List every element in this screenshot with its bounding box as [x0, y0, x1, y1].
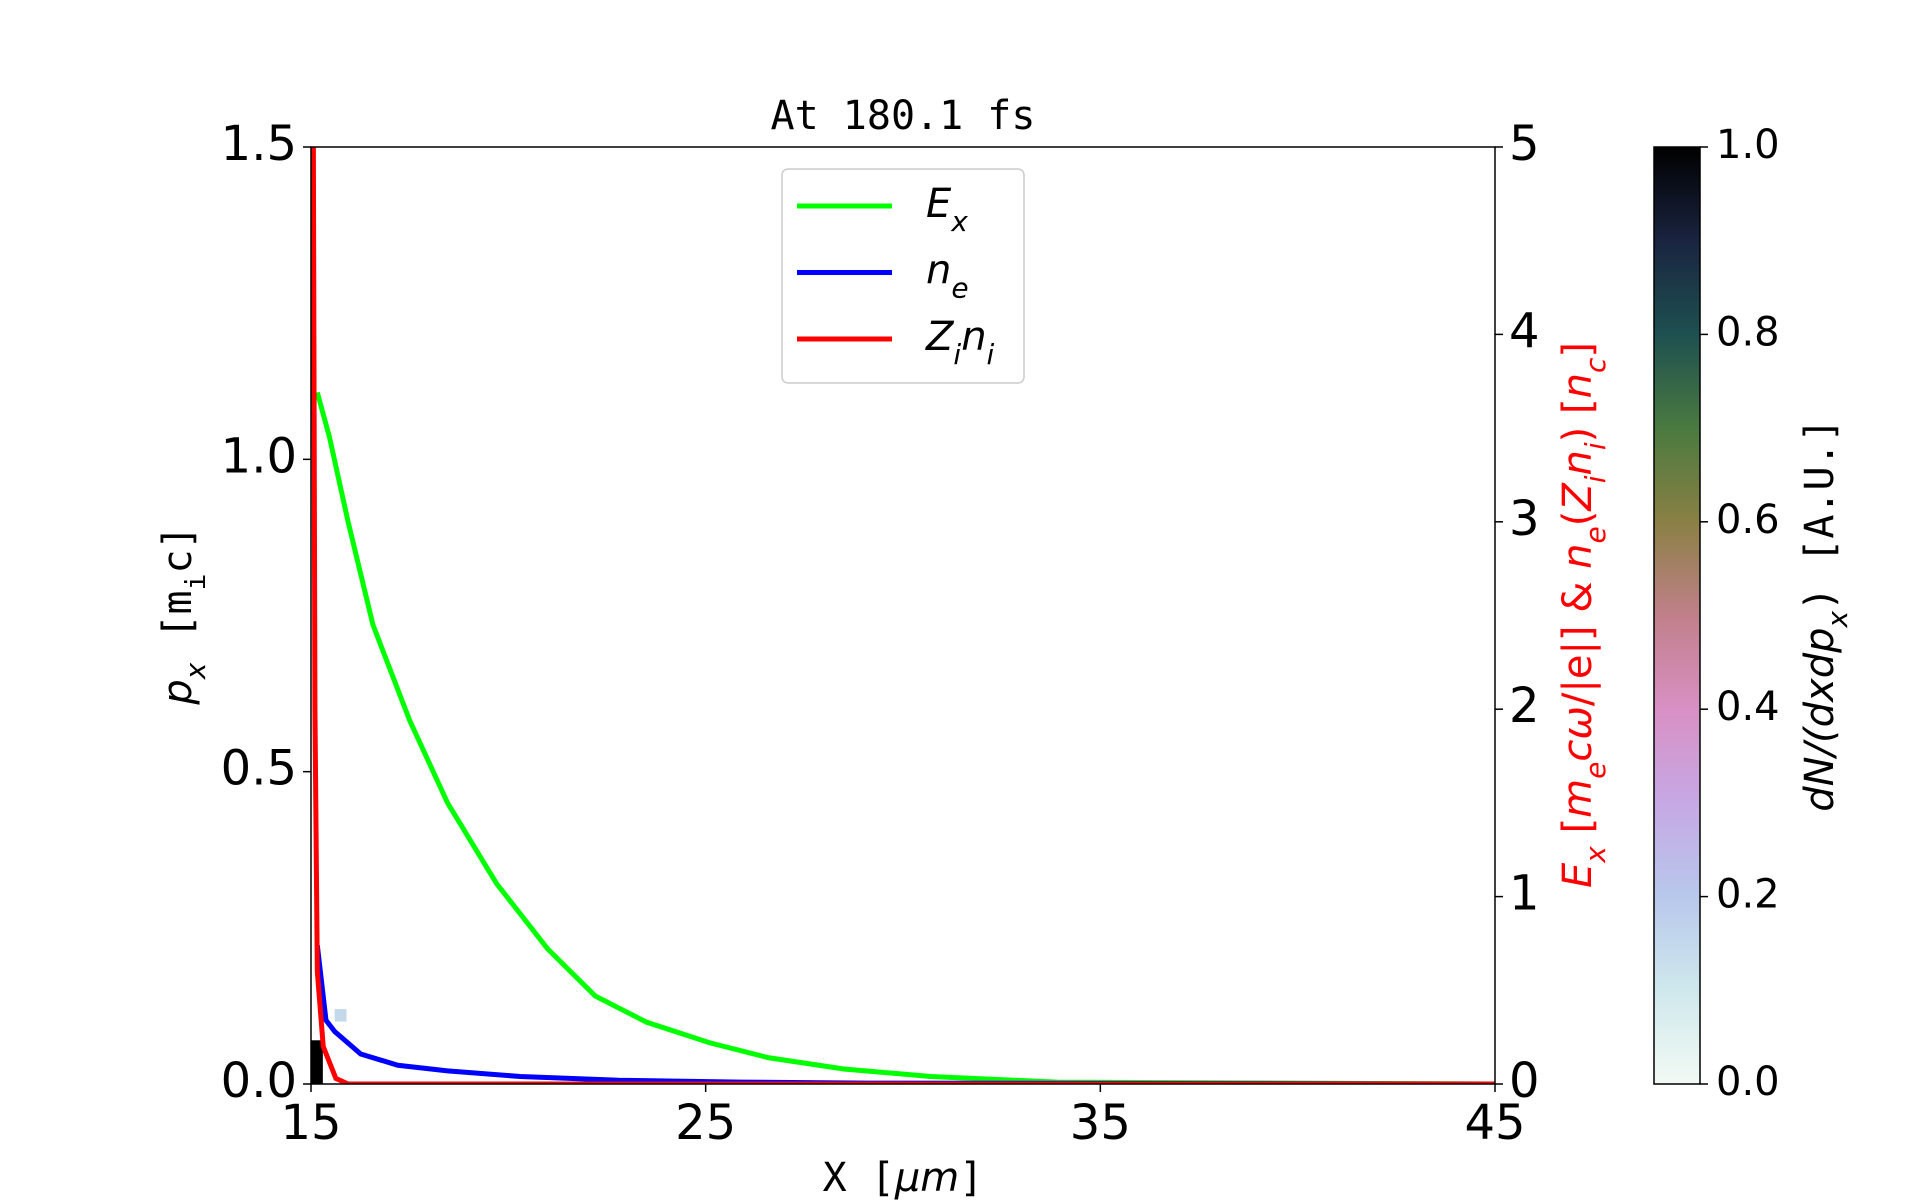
y2-axis-label-part: ]	[1555, 342, 1601, 358]
y2-axis-label-part: ) [	[1555, 398, 1601, 442]
y2-axis-label-part: n	[1555, 450, 1601, 475]
y2-axis-label-part: [	[1555, 818, 1601, 846]
y-tick-label: 1.5	[221, 116, 297, 172]
x-tick-label: 45	[1464, 1095, 1525, 1151]
y2-axis-label-part: n	[1555, 373, 1601, 398]
colorbar-tick-label: 0.2	[1716, 872, 1780, 918]
density-cell	[311, 1040, 323, 1084]
legend-box	[781, 168, 1025, 384]
data-line	[314, 391, 1495, 1084]
legend-label-part: e	[951, 271, 968, 304]
y2-axis-label-part: i	[1579, 475, 1612, 483]
colorbar-label-part: dN/(dxdp	[1797, 627, 1843, 811]
y2-axis-label-part: i	[1579, 442, 1612, 450]
legend-label-part: i	[953, 338, 961, 371]
x-axis-label: X [μm]	[823, 1155, 984, 1200]
y-axis-label-part: c]	[155, 525, 201, 573]
x-tick-label: 35	[1070, 1095, 1131, 1151]
legend-label-part: i	[987, 338, 995, 371]
density-cell	[334, 1009, 347, 1022]
legend-label-part: Z	[925, 314, 955, 360]
y-tick-label: 0.5	[221, 741, 297, 797]
colorbar-tick-label: 0.6	[1716, 497, 1780, 543]
legend-label: ne	[926, 248, 969, 305]
y-axis-label-part: x	[179, 662, 212, 680]
y-axis-label-part: p	[155, 679, 201, 705]
chart-title-part: At 180.1 fs	[771, 93, 1036, 139]
data-line	[311, 147, 1495, 1084]
legend-label-part: x	[950, 205, 968, 238]
colorbar	[1653, 146, 1701, 1085]
y2-axis-label-part: e	[1579, 762, 1612, 779]
colorbar-tick-label: 0.8	[1716, 309, 1780, 355]
y-tick-label: 1.0	[221, 428, 297, 484]
y-axis-label: px [mic]	[155, 525, 212, 705]
y2-axis-label-part: m	[1555, 779, 1601, 818]
colorbar-label: dN/(dxdpx) [A.U.]	[1797, 418, 1854, 811]
y2-axis-label: Ex [mecω/|e|] & ne(Zini) [nc]	[1555, 342, 1612, 888]
legend-label-part: n	[961, 314, 986, 360]
data-line	[314, 945, 1495, 1084]
plot-frame	[310, 146, 1496, 1085]
legend-label-part: n	[926, 248, 951, 294]
y2-axis-label-part: x	[1579, 846, 1612, 864]
x-axis-label-part: μm	[894, 1155, 959, 1200]
y2-axis-label-part: E	[1555, 862, 1601, 888]
legend-label-part: E	[926, 181, 952, 227]
x-axis-label-part: X [	[823, 1155, 895, 1200]
x-axis-label-part: ]	[959, 1155, 983, 1200]
legend-label: Ex	[926, 181, 968, 238]
x-tick-label: 15	[280, 1095, 341, 1151]
y2-axis-label-part: /|e|] &	[1555, 569, 1601, 706]
y2-tick-label: 2	[1509, 678, 1540, 734]
y2-tick-label: 0	[1509, 1053, 1540, 1109]
y-axis-label-part: [m	[155, 590, 201, 662]
colorbar-label-part: x	[1821, 610, 1854, 628]
colorbar-tick-label: 0.4	[1716, 684, 1780, 730]
y2-tick-label: 4	[1509, 303, 1540, 359]
y2-axis-label-part: cω	[1555, 706, 1601, 762]
chart-title: At 180.1 fs	[771, 93, 1036, 139]
colorbar-tick-label: 0.0	[1716, 1059, 1780, 1105]
y2-axis-label-part: e	[1579, 526, 1612, 543]
y2-axis-label-part: c	[1579, 357, 1612, 373]
colorbar-label-part: ) [A.U.]	[1797, 418, 1843, 611]
y-axis-label-part: i	[179, 574, 212, 591]
y2-tick-label: 5	[1509, 116, 1540, 172]
y2-axis-label-part: Z	[1555, 482, 1601, 512]
y-tick-label: 0.0	[221, 1053, 297, 1109]
x-tick-label: 25	[675, 1095, 736, 1151]
colorbar-tick-label: 1.0	[1716, 122, 1780, 168]
legend-label: Zini	[925, 314, 995, 371]
y2-axis-label-part: n	[1555, 543, 1601, 568]
y2-axis-label-part: (	[1555, 511, 1601, 527]
y2-tick-label: 3	[1509, 491, 1540, 547]
y2-tick-label: 1	[1509, 866, 1540, 922]
